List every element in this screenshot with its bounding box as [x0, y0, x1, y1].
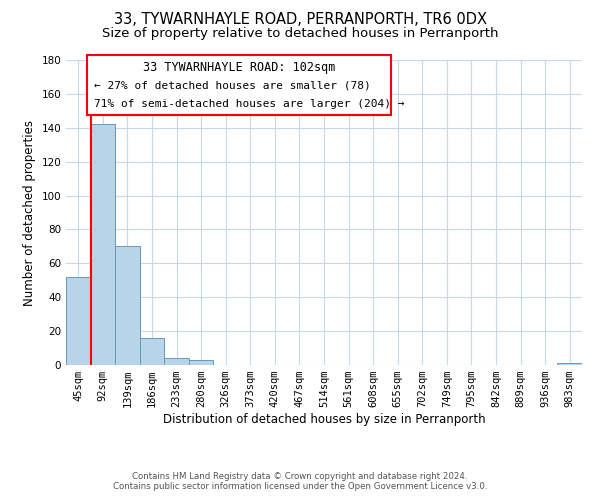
Text: 33, TYWARNHAYLE ROAD, PERRANPORTH, TR6 0DX: 33, TYWARNHAYLE ROAD, PERRANPORTH, TR6 0…	[113, 12, 487, 28]
Bar	[91, 124, 115, 365]
Bar	[140, 338, 164, 365]
Text: 71% of semi-detached houses are larger (204) →: 71% of semi-detached houses are larger (…	[94, 99, 405, 109]
Y-axis label: Number of detached properties: Number of detached properties	[23, 120, 36, 306]
FancyBboxPatch shape	[86, 56, 391, 115]
X-axis label: Distribution of detached houses by size in Perranporth: Distribution of detached houses by size …	[163, 413, 485, 426]
Text: ← 27% of detached houses are smaller (78): ← 27% of detached houses are smaller (78…	[94, 80, 371, 90]
Bar	[115, 246, 140, 365]
Text: Size of property relative to detached houses in Perranporth: Size of property relative to detached ho…	[102, 28, 498, 40]
Text: 33 TYWARNHAYLE ROAD: 102sqm: 33 TYWARNHAYLE ROAD: 102sqm	[143, 61, 335, 74]
Bar	[66, 277, 91, 365]
Bar	[557, 364, 582, 365]
Text: Contains HM Land Registry data © Crown copyright and database right 2024.
Contai: Contains HM Land Registry data © Crown c…	[113, 472, 487, 491]
Bar	[164, 358, 189, 365]
Bar	[189, 360, 214, 365]
